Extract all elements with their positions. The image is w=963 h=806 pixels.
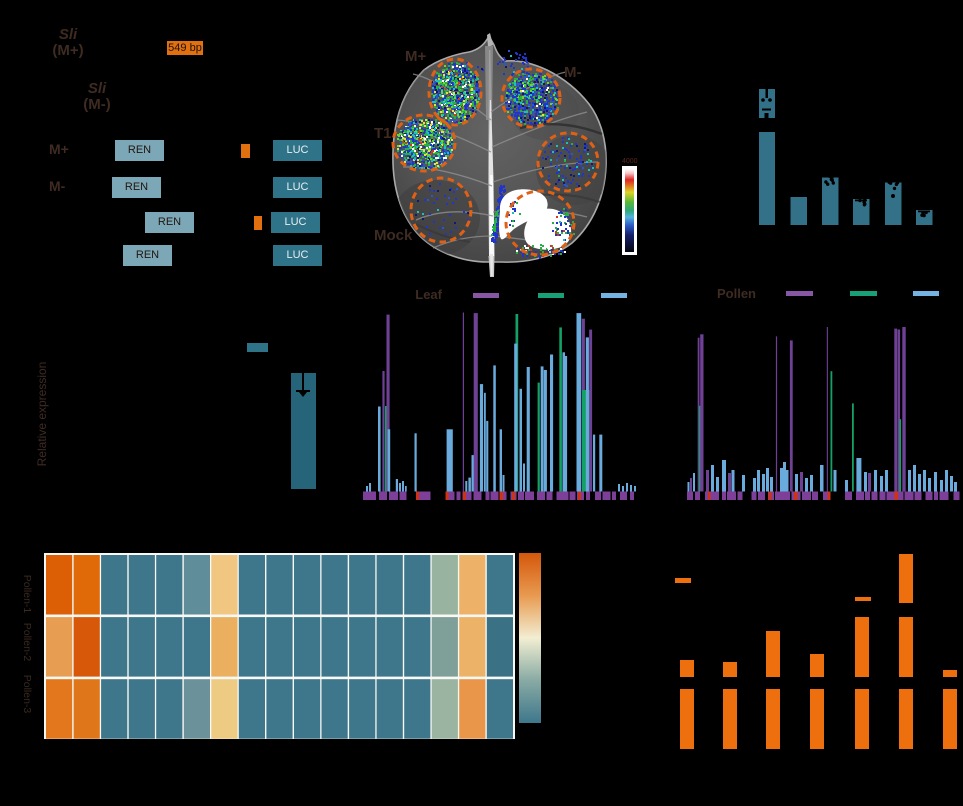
svg-text:4000: 4000 [622,158,638,165]
